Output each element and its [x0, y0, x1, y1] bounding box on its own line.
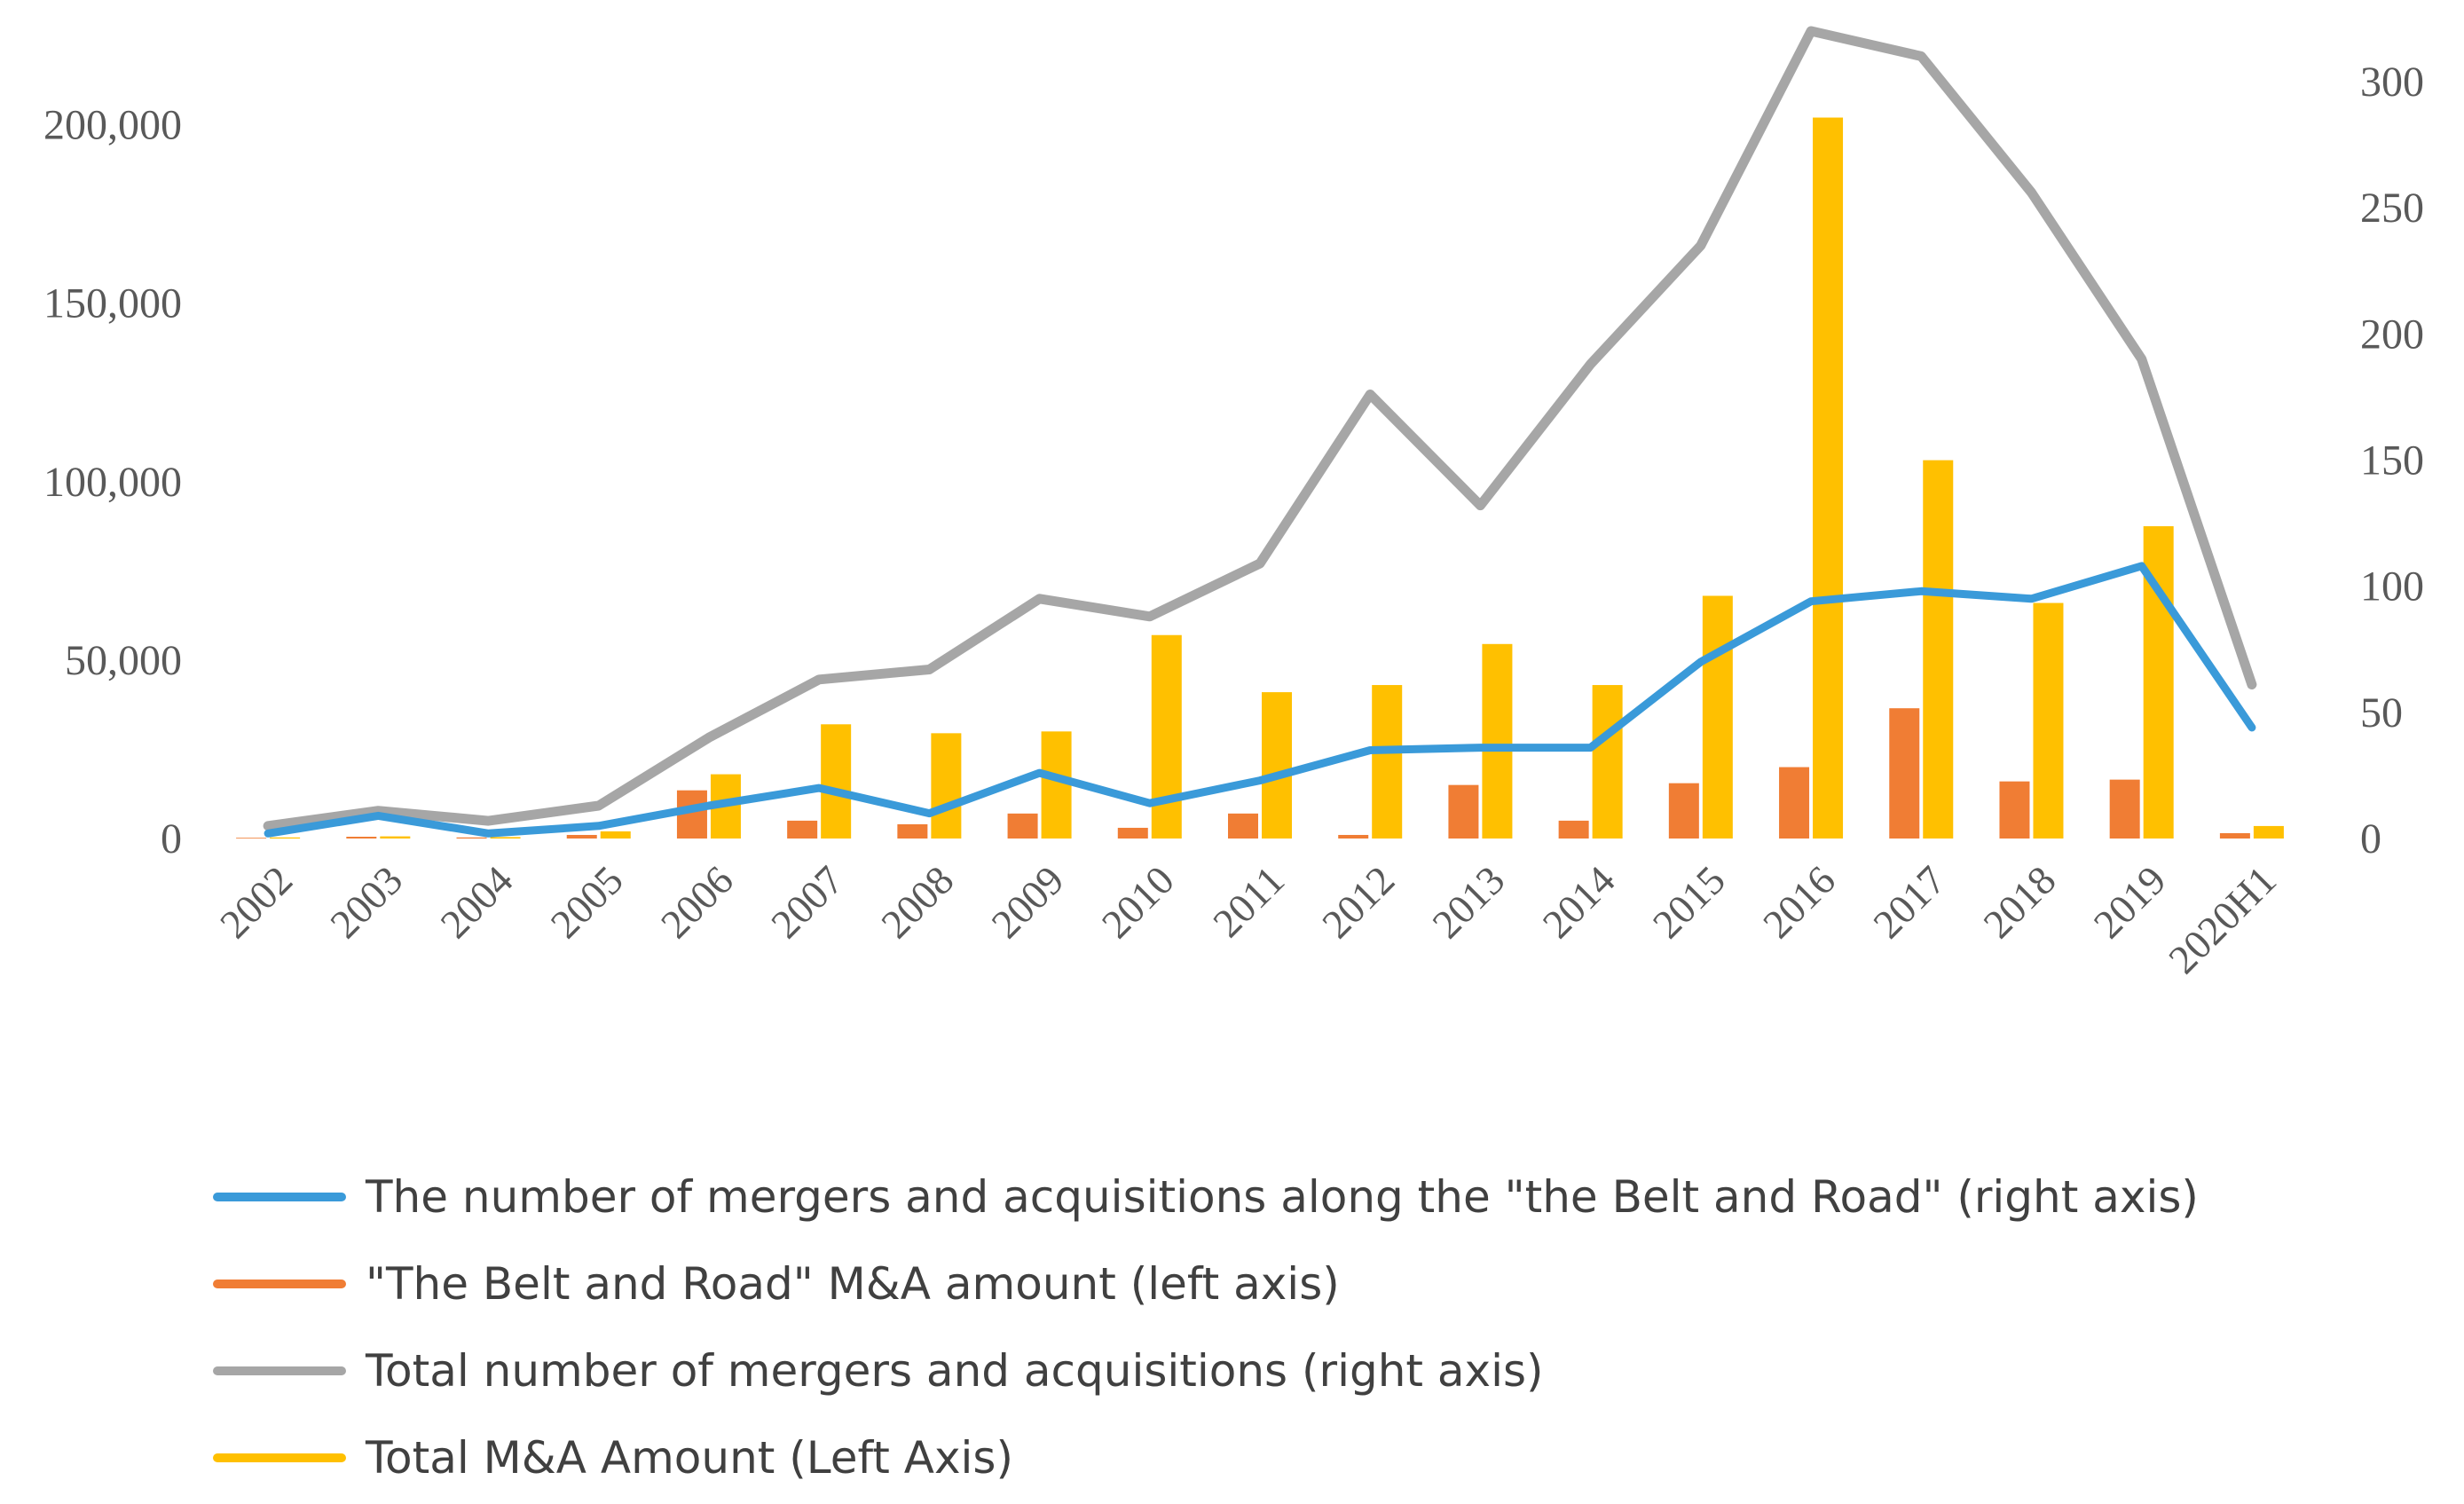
bar-belt-road-amount: [1007, 813, 1038, 839]
bar-belt-road-amount: [456, 837, 487, 839]
bar-total-amount: [931, 733, 962, 839]
legend-label: The number of mergers and acquisitions a…: [366, 1171, 2199, 1223]
left-axis-tick-label: 0: [161, 815, 182, 862]
x-axis-tick-label: 2013: [1423, 857, 1513, 947]
legend-item: Total number of mergers and acquisitions…: [213, 1327, 2199, 1414]
x-axis-tick-label: 2012: [1313, 857, 1403, 947]
bar-total-amount: [1702, 595, 1733, 839]
bar-total-amount: [270, 837, 301, 839]
right-axis-tick-label: 100: [2360, 563, 2424, 610]
right-axis-tick-label: 300: [2360, 59, 2424, 106]
bar-total-amount: [1262, 692, 1292, 839]
x-axis-tick-label: 2019: [2085, 857, 2175, 947]
line-belt-road-count: [264, 562, 2256, 838]
x-axis-tick-label: 2006: [652, 857, 742, 947]
right-axis-tick-label: 150: [2360, 437, 2424, 484]
x-axis-tick-label: 2010: [1093, 857, 1183, 947]
right-axis-tick-label: 50: [2360, 689, 2403, 736]
x-axis-tick-label: 2016: [1754, 857, 1844, 947]
legend-item: "The Belt and Road" M&A amount (left axi…: [213, 1240, 2199, 1327]
x-axis-tick-label: 2008: [872, 857, 962, 947]
bar-belt-road-amount: [2219, 832, 2250, 839]
bar-belt-road-amount: [1228, 813, 1258, 839]
bar-total-amount: [1372, 685, 1403, 839]
legend-label: Total number of mergers and acquisitions…: [366, 1345, 1544, 1397]
bar-belt-road-amount: [236, 838, 267, 839]
bar-belt-road-amount: [346, 836, 377, 839]
legend-swatch: [213, 1366, 346, 1375]
right-axis-tick-label: 250: [2360, 185, 2424, 232]
x-axis-tick-label: 2011: [1204, 857, 1293, 946]
right-axis-tick-label: 200: [2360, 311, 2424, 358]
legend-swatch: [213, 1193, 346, 1201]
left-axis-tick-label: 150,000: [43, 280, 182, 327]
legend-item: The number of mergers and acquisitions a…: [213, 1154, 2199, 1240]
bar-belt-road-amount: [1338, 834, 1369, 839]
bar-total-amount: [1482, 643, 1513, 839]
bar-belt-road-amount: [1999, 781, 2030, 839]
bar-belt-road-amount: [897, 823, 928, 839]
bar-belt-road-amount: [1117, 827, 1148, 839]
bar-total-amount: [821, 724, 852, 839]
bar-belt-road-amount: [1558, 820, 1589, 839]
bar-total-amount: [1592, 685, 1623, 839]
left-axis-tick-label: 50,000: [65, 637, 182, 684]
legend-label: Total M&A Amount (Left Axis): [366, 1432, 1013, 1484]
bar-belt-road-amount: [2109, 779, 2140, 839]
bar-total-amount: [1923, 460, 1954, 839]
bar-total-amount: [380, 836, 411, 839]
x-axis-tick-label: 2014: [1534, 857, 1624, 947]
bar-total-amount: [1813, 117, 1844, 839]
legend-item: Total M&A Amount (Left Axis): [213, 1414, 2199, 1501]
x-axis-tick-label: 2005: [542, 857, 632, 947]
x-axis-tick-label: 2020H1: [2160, 857, 2285, 982]
legend-label: "The Belt and Road" M&A amount (left axi…: [366, 1258, 1340, 1310]
bar-belt-road-amount: [1448, 784, 1479, 839]
left-axis-tick-label: 100,000: [43, 459, 182, 506]
legend: The number of mergers and acquisitions a…: [213, 1154, 2199, 1501]
bar-total-amount: [1151, 634, 1182, 839]
bar-belt-road-amount: [1668, 783, 1699, 839]
x-axis-tick-label: 2003: [321, 857, 411, 947]
left-axis-tick-label: 200,000: [43, 102, 182, 149]
x-axis-tick-label: 2009: [983, 857, 1073, 947]
x-axis-tick-label: 2015: [1644, 857, 1734, 947]
x-axis-tick-label: 2002: [211, 857, 301, 947]
bar-total-amount: [600, 831, 631, 839]
bar-total-amount: [1041, 731, 1072, 839]
bar-total-amount: [2033, 602, 2064, 839]
bar-belt-road-amount: [566, 834, 597, 839]
bar-total-amount: [2253, 825, 2284, 839]
legend-swatch: [213, 1453, 346, 1462]
x-axis-tick-label: 2007: [762, 857, 852, 947]
x-axis-tick-label: 2018: [1974, 857, 2064, 947]
x-axis-tick-label: 2004: [431, 857, 521, 947]
x-axis-tick-label: 2017: [1864, 857, 1954, 947]
line-total-count: [263, 26, 2257, 831]
bar-total-amount: [490, 837, 521, 839]
bar-belt-road-amount: [787, 820, 818, 839]
bar-belt-road-amount: [1889, 708, 1920, 839]
right-axis-tick-label: 0: [2360, 815, 2381, 862]
bar-belt-road-amount: [1779, 767, 1810, 839]
legend-swatch: [213, 1280, 346, 1288]
